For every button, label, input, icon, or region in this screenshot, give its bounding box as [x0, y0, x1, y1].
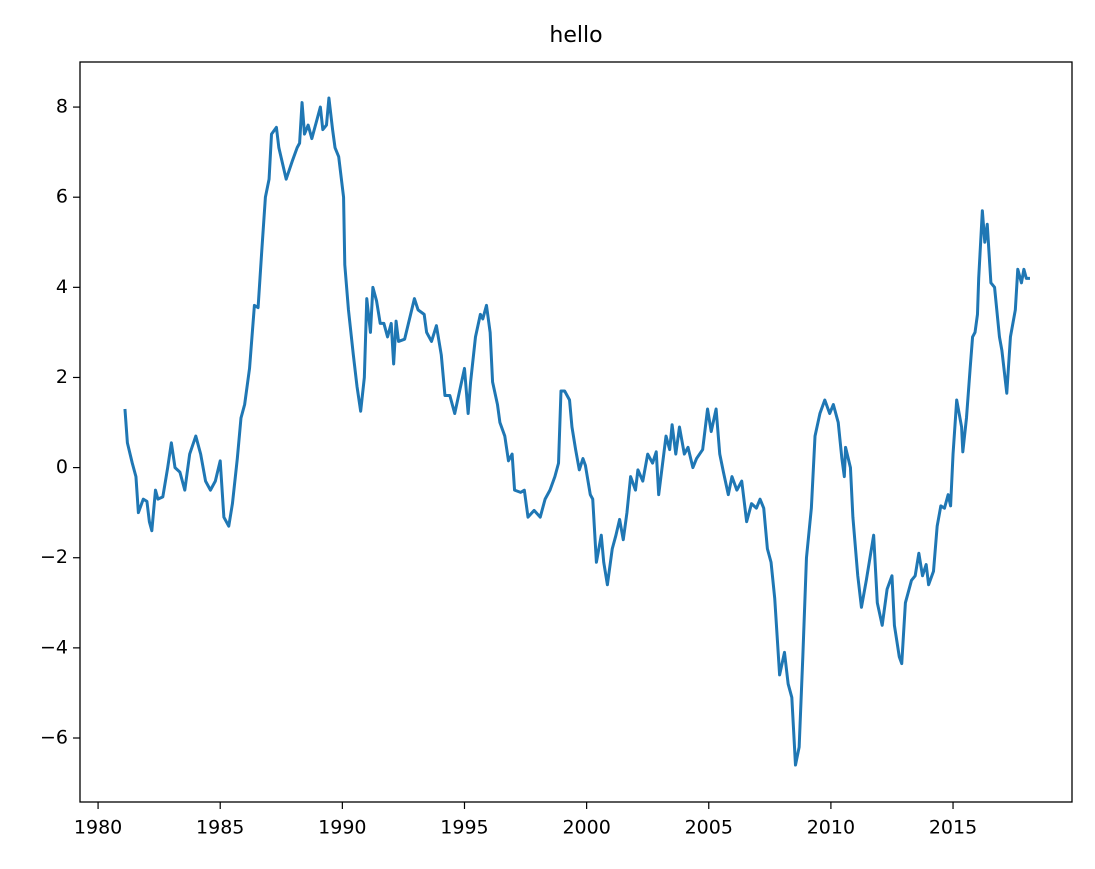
y-tick-label: 8: [56, 96, 68, 118]
y-tick-label: −6: [40, 727, 68, 749]
y-tick-label: 0: [56, 456, 68, 478]
plot-frame: [79, 61, 1073, 803]
y-tick-label: 2: [56, 366, 68, 388]
x-tick-label: 2005: [685, 817, 733, 839]
y-tick-label: −4: [40, 636, 68, 658]
x-tick-label: 2000: [562, 817, 610, 839]
y-tick-label: 6: [56, 186, 68, 208]
y-tick-label: −2: [40, 546, 68, 568]
y-tick-label: 4: [56, 276, 68, 298]
x-tick-label: 2010: [807, 817, 855, 839]
data-line: [123, 96, 1030, 767]
x-tick-label: 1980: [74, 817, 122, 839]
chart-title: hello: [549, 23, 602, 48]
x-tick-label: 1990: [318, 817, 366, 839]
x-tick-label: 1985: [196, 817, 244, 839]
x-tick-label: 1995: [440, 817, 488, 839]
x-tick-label: 2015: [929, 817, 977, 839]
